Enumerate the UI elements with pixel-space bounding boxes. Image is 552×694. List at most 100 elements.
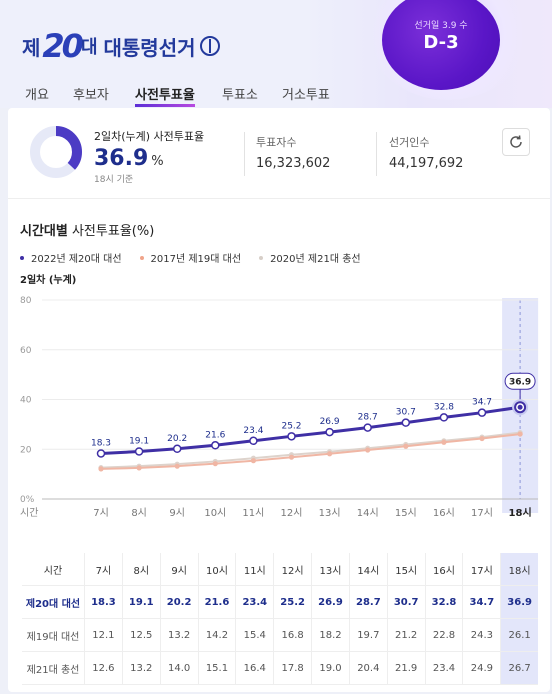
- row-label-2022: 제20대 대선: [22, 585, 85, 619]
- row-label-2017: 제19대 대선: [22, 618, 85, 652]
- logo-number: 20: [42, 27, 83, 65]
- table-cell: 26.7: [500, 651, 538, 685]
- series-point-0: [363, 423, 372, 432]
- series-point-0: [401, 418, 411, 427]
- turnout-donut: [30, 126, 82, 178]
- legend-item-2020[interactable]: 2020년 제21대 총선: [259, 250, 361, 265]
- series-point-0: [134, 447, 144, 456]
- day-label: 2일차 (누계): [20, 275, 77, 286]
- table-cell: 24.3: [462, 618, 501, 652]
- legend-label-2017: 2017년 제19대 대선: [150, 254, 242, 265]
- series-point-1: [174, 463, 180, 469]
- x-tick-label: 7시: [93, 507, 109, 519]
- series-point-1: [327, 451, 333, 457]
- x-tick-label: 12시: [281, 507, 303, 519]
- refresh-icon: [510, 135, 522, 148]
- table-cell: 21.9: [386, 651, 426, 685]
- y-tick-label: 40: [20, 396, 32, 406]
- table-cell: 19.1: [121, 585, 161, 619]
- table-header-cell: 7시: [84, 553, 123, 586]
- tab-overview[interactable]: 개요: [25, 88, 49, 103]
- table-row-2017: 제19대 대선 12.1 12.5 13.2 14.2 15.4 16.8 18.2 19.7…: [22, 618, 538, 652]
- turnout-value: 36.9: [94, 146, 149, 171]
- x-tick-label: 16시: [433, 507, 455, 519]
- section-title: 시간대별 사전투표율(%): [20, 220, 154, 239]
- section-divider: [8, 198, 550, 199]
- data-label: 21.6: [205, 430, 225, 440]
- series-point-1: [212, 461, 218, 467]
- table-cell: 12.5: [121, 618, 161, 652]
- tab-polling-stations[interactable]: 투표소: [222, 88, 258, 103]
- x-tick-label: 13시: [319, 507, 341, 519]
- legend-item-2017[interactable]: 2017년 제19대 대선: [139, 250, 242, 265]
- turnout-value-block: 36.9%: [94, 146, 164, 171]
- table-cell: 15.1: [197, 651, 236, 685]
- electors-value: 44,197,692: [389, 156, 464, 171]
- series-point-0: [249, 436, 258, 446]
- table-cell: 21.6: [197, 585, 236, 619]
- table-header-cell: 10시: [197, 553, 236, 586]
- table-cell: 34.7: [462, 585, 501, 619]
- table-cell: 13.2: [121, 651, 161, 685]
- y-tick-label: 20: [20, 445, 32, 455]
- election-logo[interactable]: 제 20 대 대통령선거: [22, 24, 220, 68]
- data-label: 34.7: [472, 398, 492, 408]
- data-label: 32.8: [434, 402, 454, 412]
- turnout-table: 시간 7시 8시 9시 10시 11시 12시 13시 14시 15시 16시 17시 18시 제20…: [22, 553, 538, 685]
- x-tick-label: 14시: [357, 507, 379, 519]
- data-label: 30.7: [396, 408, 416, 418]
- table-row-2022: 제20대 대선 18.3 19.1 20.2 21.6 23.4 25.2 26.9 28.7…: [22, 585, 538, 619]
- dday-badge: 선거일 3.9 수 D-3: [382, 0, 500, 90]
- series-point-1: [441, 439, 447, 445]
- series-point-0: [325, 427, 334, 437]
- turnout-unit: %: [151, 154, 164, 169]
- series-point-1: [517, 431, 523, 437]
- data-label: 36.9: [509, 378, 531, 388]
- tab-candidates[interactable]: 후보자: [73, 88, 109, 103]
- series-point-0: [96, 449, 106, 458]
- table-cell: 36.9: [500, 585, 538, 619]
- series-line-2: [100, 431, 521, 469]
- table-header-cell: 9시: [159, 553, 199, 586]
- series-point-1: [365, 447, 371, 453]
- tab-early-turnout[interactable]: 사전투표율: [135, 84, 195, 107]
- header-bar: 선거일 3.9 수 D-3 제 20 대 대통령선거 개요 후보자 사전투표율 …: [0, 0, 552, 108]
- x-tick-label: 11시: [242, 507, 264, 519]
- tab-absentee-voting[interactable]: 거소투표: [282, 88, 330, 103]
- section-title-bold: 시간대별: [20, 224, 68, 239]
- table-header-cell: 18시: [500, 553, 538, 586]
- divider: [376, 132, 377, 176]
- refresh-button[interactable]: [502, 128, 530, 156]
- section-title-unit: (%): [131, 224, 155, 239]
- table-cell: 12.6: [84, 651, 123, 685]
- table-cell: 23.4: [424, 651, 463, 685]
- data-label: 23.4: [243, 426, 263, 436]
- table-cell: 28.7: [348, 585, 388, 619]
- election-mark-icon: [199, 36, 220, 56]
- series-point-1: [479, 435, 485, 442]
- table-cell: 12.1: [84, 618, 123, 652]
- table-header-cell: 11시: [235, 553, 274, 586]
- series-point-1: [288, 454, 295, 460]
- x-tick-label: 15시: [395, 507, 417, 519]
- table-header-cell: 13시: [311, 553, 350, 586]
- series-point-0: [287, 432, 296, 441]
- series-line-0: [100, 405, 521, 455]
- data-label: 28.7: [358, 413, 378, 423]
- turnout-donut-arc: [30, 126, 82, 178]
- value-callout: [504, 372, 536, 390]
- table-cell: 21.2: [386, 618, 426, 652]
- divider: [244, 132, 245, 176]
- election-date-label: 선거일 3.9 수: [414, 21, 468, 31]
- x-tick-label: 17시: [471, 507, 493, 519]
- table-header-cell: 15시: [386, 553, 426, 586]
- turnout-line-chart: 0% 20 40 60 80 시간 7시 8시 9시 10시 11시 12시 13시 14시 15시 16시 1…: [20, 296, 539, 519]
- table-header-cell: 17시: [462, 553, 501, 586]
- table-cell: 19.7: [348, 618, 388, 652]
- legend-item-2022[interactable]: 2022년 제20대 대선: [20, 250, 122, 265]
- table-cell: 32.8: [424, 585, 463, 619]
- table-cell: 26.1: [500, 618, 538, 652]
- table-cell: 16.8: [273, 618, 312, 652]
- turnout-label: 2일차(누계) 사전투표율: [94, 130, 205, 143]
- chart-legend: 2022년 제20대 대선 2017년 제19대 대선 2020년 제21대 총…: [20, 250, 379, 265]
